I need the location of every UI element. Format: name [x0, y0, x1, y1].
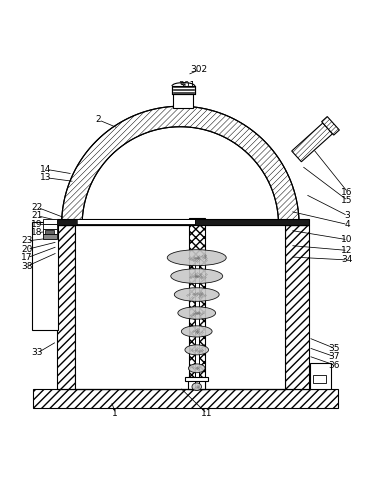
Bar — [195, 258, 199, 387]
Text: 19: 19 — [31, 219, 43, 229]
Bar — [42, 219, 57, 224]
Polygon shape — [292, 123, 332, 162]
Text: 15: 15 — [341, 196, 353, 205]
Bar — [45, 230, 54, 234]
Text: 1: 1 — [112, 409, 118, 418]
Ellipse shape — [167, 250, 226, 266]
Bar — [173, 94, 193, 108]
Text: 21: 21 — [31, 211, 42, 220]
Bar — [32, 221, 58, 330]
Bar — [42, 234, 57, 239]
Text: 302: 302 — [190, 65, 207, 74]
Ellipse shape — [178, 307, 215, 319]
Text: 12: 12 — [342, 246, 353, 255]
Text: 4: 4 — [344, 220, 350, 229]
Text: 23: 23 — [21, 237, 32, 246]
Bar — [189, 218, 205, 388]
Text: 37: 37 — [328, 352, 340, 361]
Ellipse shape — [174, 288, 219, 301]
Text: 2: 2 — [95, 115, 100, 124]
Bar — [311, 371, 329, 385]
Text: 22: 22 — [31, 203, 42, 212]
Bar — [77, 219, 195, 224]
Polygon shape — [322, 116, 339, 135]
Bar — [188, 377, 205, 388]
Text: 14: 14 — [40, 165, 51, 174]
Text: 10: 10 — [341, 235, 353, 245]
Text: 33: 33 — [31, 348, 43, 357]
Bar — [47, 226, 56, 326]
Text: 301: 301 — [178, 81, 196, 90]
Ellipse shape — [181, 326, 212, 337]
Text: 35: 35 — [328, 344, 340, 353]
Bar — [42, 224, 57, 229]
Ellipse shape — [185, 345, 209, 355]
Text: 20: 20 — [21, 245, 32, 254]
Text: 11: 11 — [201, 409, 212, 418]
Bar — [313, 375, 326, 383]
Text: 36: 36 — [328, 360, 340, 370]
Bar — [34, 226, 45, 326]
Text: 34: 34 — [342, 255, 353, 265]
Bar — [285, 225, 309, 388]
Text: 16: 16 — [341, 188, 353, 197]
Text: 3: 3 — [344, 211, 350, 220]
Text: 17: 17 — [21, 253, 32, 262]
Text: 38: 38 — [21, 262, 32, 271]
Bar — [42, 229, 57, 234]
Ellipse shape — [188, 364, 205, 373]
Bar — [310, 363, 331, 388]
Bar — [57, 219, 309, 225]
Ellipse shape — [171, 269, 223, 283]
Text: 18: 18 — [31, 228, 43, 237]
Bar — [185, 377, 208, 381]
Bar — [77, 219, 195, 225]
Bar — [57, 225, 75, 388]
Ellipse shape — [192, 383, 201, 390]
Text: 13: 13 — [40, 173, 51, 182]
Polygon shape — [62, 106, 299, 225]
Bar — [75, 225, 285, 388]
Bar — [33, 388, 338, 409]
Bar — [172, 86, 195, 94]
